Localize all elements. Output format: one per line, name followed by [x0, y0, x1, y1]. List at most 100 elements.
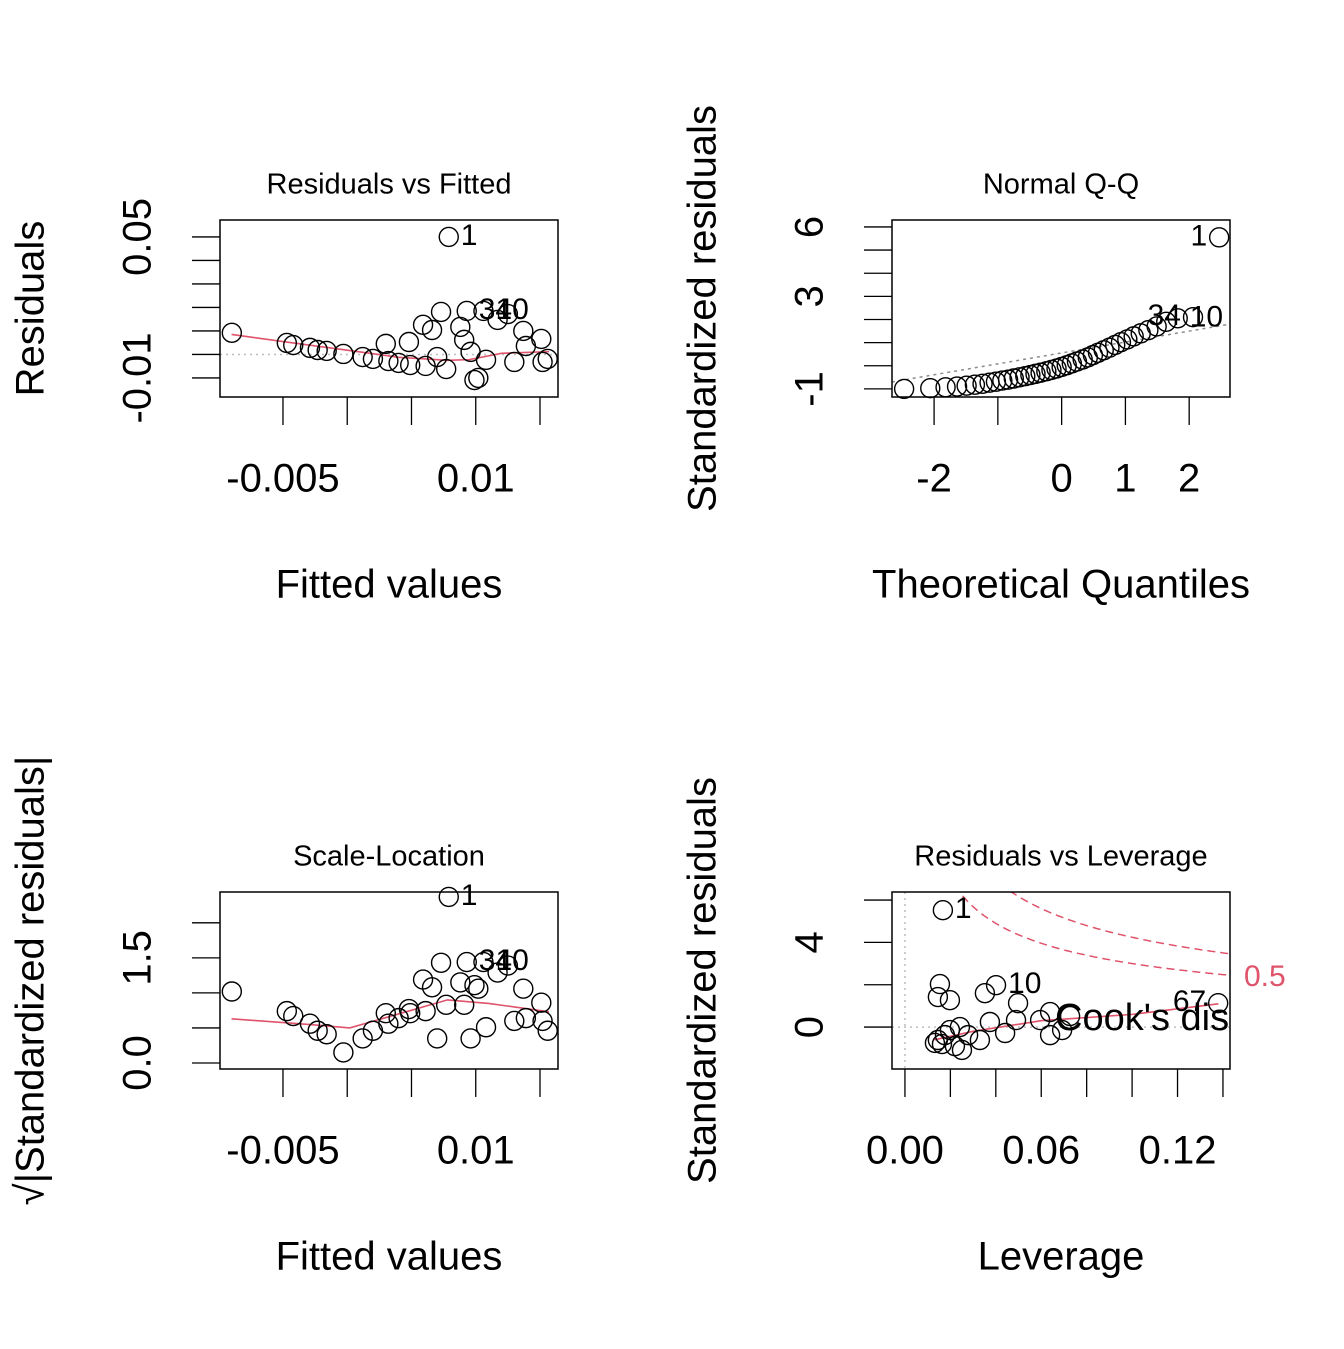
point — [992, 370, 1013, 391]
point-label: 1 — [1190, 219, 1207, 252]
plot-area — [892, 323, 1230, 383]
point — [532, 351, 553, 373]
point — [932, 900, 954, 921]
point — [985, 974, 1007, 996]
point — [400, 354, 421, 376]
point — [453, 994, 475, 1016]
point — [473, 951, 494, 973]
point — [468, 978, 489, 999]
point — [1146, 316, 1167, 337]
x-tick-label: 0 — [1051, 457, 1073, 501]
point — [974, 983, 996, 1004]
y-tick-label: 3 — [788, 285, 832, 307]
point — [487, 309, 508, 331]
smooth-line — [231, 333, 550, 362]
point — [276, 1000, 298, 1022]
point — [450, 972, 471, 993]
point — [430, 952, 452, 973]
x-tick-label: -0.005 — [226, 457, 339, 501]
point — [969, 1029, 991, 1051]
point — [415, 1000, 436, 1022]
point — [464, 974, 485, 996]
point — [435, 994, 457, 1016]
plot-area: Cook's distance — [892, 892, 1322, 1069]
x-tick-label: 2 — [1178, 457, 1200, 501]
plot-area — [220, 333, 558, 362]
point — [299, 1013, 321, 1034]
cooks-level-label: 0.5 — [1244, 960, 1286, 993]
point-label: 1 — [461, 879, 478, 912]
y-tick-label: -1 — [788, 371, 832, 407]
point — [1039, 1024, 1061, 1046]
point — [421, 319, 443, 341]
point — [221, 981, 243, 1002]
y-tick-label: 4 — [788, 931, 832, 953]
point — [487, 962, 508, 983]
y-tick-label: 0.0 — [116, 1035, 160, 1091]
point — [1167, 308, 1188, 329]
point — [1007, 992, 1029, 1014]
point — [352, 346, 373, 368]
point — [453, 329, 475, 351]
y-tick-label: 1.5 — [116, 930, 160, 986]
point-label: 67 — [1173, 985, 1206, 1018]
point — [299, 337, 321, 359]
point — [283, 1005, 304, 1027]
point — [421, 977, 443, 998]
x-axis-label: Theoretical Quantiles — [872, 563, 1250, 607]
x-axis-label: Fitted values — [276, 563, 503, 607]
point — [515, 1007, 537, 1029]
point — [333, 1042, 354, 1063]
x-axis-label: Leverage — [978, 1235, 1145, 1279]
point — [1156, 311, 1177, 333]
point — [362, 348, 384, 370]
cooks-contour — [1010, 892, 1230, 955]
point — [456, 951, 477, 973]
point — [1029, 1009, 1051, 1031]
point — [475, 1017, 497, 1038]
plot-area — [231, 999, 550, 1029]
x-tick-label: 1 — [1114, 457, 1136, 501]
x-tick-label: -0.005 — [226, 1129, 339, 1173]
point — [333, 343, 354, 365]
panel-title: Residuals vs Fitted — [267, 169, 512, 201]
point — [504, 1010, 525, 1032]
point — [400, 1003, 421, 1024]
point — [283, 334, 304, 356]
plot-box — [219, 219, 559, 398]
point — [893, 378, 915, 400]
point — [378, 350, 399, 372]
plot-box — [891, 891, 1231, 1070]
point — [378, 1013, 399, 1034]
point — [531, 328, 552, 350]
panel-title: Normal Q-Q — [983, 169, 1139, 201]
y-tick-label: 0 — [788, 1016, 832, 1038]
point — [316, 1024, 337, 1045]
point — [456, 300, 477, 322]
x-tick-label: 0.06 — [1002, 1129, 1080, 1173]
point — [375, 1003, 396, 1024]
point — [438, 226, 459, 248]
x-tick-label: 0.00 — [866, 1129, 944, 1173]
point — [307, 339, 328, 361]
point — [979, 1011, 1001, 1033]
point — [946, 376, 968, 397]
y-axis-label: Standardized residuals — [681, 777, 725, 1184]
point — [924, 1032, 946, 1054]
x-tick-label: 0.12 — [1139, 1129, 1217, 1173]
point — [430, 301, 452, 323]
point — [964, 374, 986, 395]
cooks-contour — [958, 892, 1230, 977]
point — [307, 1020, 328, 1041]
point-label: 1 — [955, 892, 972, 925]
x-tick-label: -2 — [916, 457, 952, 501]
point — [951, 1039, 973, 1061]
point — [513, 320, 534, 342]
legend-text: Cook's distance — [1055, 997, 1322, 1039]
plot-box — [891, 219, 1231, 398]
y-tick-label: 0.05 — [116, 198, 160, 276]
point — [972, 373, 993, 395]
point — [1208, 227, 1230, 248]
